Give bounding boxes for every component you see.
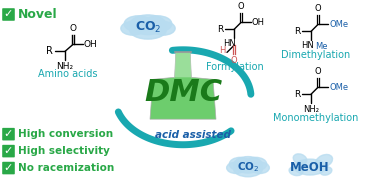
Polygon shape: [175, 52, 192, 77]
Ellipse shape: [152, 22, 175, 35]
Text: R: R: [217, 25, 223, 34]
Text: O: O: [238, 2, 244, 12]
Ellipse shape: [234, 162, 262, 177]
Ellipse shape: [289, 167, 303, 176]
Text: CO$_2$: CO$_2$: [237, 160, 259, 174]
Text: OH: OH: [252, 18, 265, 27]
Text: Monomethylation: Monomethylation: [273, 113, 359, 123]
Text: R: R: [294, 90, 300, 99]
Text: O: O: [69, 24, 77, 33]
Ellipse shape: [227, 162, 245, 174]
Ellipse shape: [229, 157, 251, 171]
Text: ✓: ✓: [4, 9, 13, 19]
Text: H: H: [219, 46, 225, 55]
Text: Novel: Novel: [18, 8, 58, 21]
Text: OH: OH: [84, 40, 98, 49]
Ellipse shape: [294, 159, 326, 175]
Polygon shape: [150, 52, 216, 119]
Text: acid assisted: acid assisted: [155, 130, 231, 140]
Ellipse shape: [251, 162, 269, 174]
Text: O: O: [231, 56, 237, 65]
Text: OMe: OMe: [329, 83, 348, 92]
Ellipse shape: [124, 16, 152, 32]
Text: ✓: ✓: [4, 129, 13, 139]
Text: Me: Me: [315, 42, 328, 51]
Ellipse shape: [316, 154, 333, 168]
Ellipse shape: [234, 157, 262, 173]
FancyBboxPatch shape: [2, 8, 15, 21]
FancyBboxPatch shape: [2, 128, 15, 140]
Text: R: R: [294, 27, 300, 36]
Text: NH₂: NH₂: [57, 62, 74, 71]
Text: High conversion: High conversion: [18, 129, 113, 139]
FancyBboxPatch shape: [2, 145, 15, 157]
Text: NH₂: NH₂: [303, 105, 319, 114]
Text: ✓: ✓: [4, 163, 13, 173]
Text: HN: HN: [224, 40, 236, 48]
Text: No racemization: No racemization: [18, 163, 114, 173]
Ellipse shape: [293, 154, 307, 164]
Text: DMC: DMC: [144, 78, 222, 107]
Ellipse shape: [130, 21, 166, 39]
Ellipse shape: [121, 22, 144, 35]
Text: R: R: [46, 46, 53, 56]
Ellipse shape: [130, 15, 166, 35]
Ellipse shape: [144, 16, 172, 32]
Ellipse shape: [320, 167, 332, 175]
Text: Dimethylation: Dimethylation: [281, 50, 351, 60]
Text: ✓: ✓: [4, 146, 13, 156]
Text: OMe: OMe: [329, 20, 348, 29]
Text: Amino acids: Amino acids: [38, 69, 98, 79]
FancyBboxPatch shape: [2, 162, 15, 174]
Text: HN: HN: [300, 41, 313, 50]
Text: High selectivity: High selectivity: [18, 146, 110, 156]
Text: Formylation: Formylation: [206, 62, 264, 72]
Text: MeOH: MeOH: [290, 161, 330, 174]
Text: CO$_2$: CO$_2$: [135, 20, 161, 35]
Text: O: O: [315, 67, 321, 76]
Ellipse shape: [245, 157, 267, 171]
Text: O: O: [315, 5, 321, 13]
